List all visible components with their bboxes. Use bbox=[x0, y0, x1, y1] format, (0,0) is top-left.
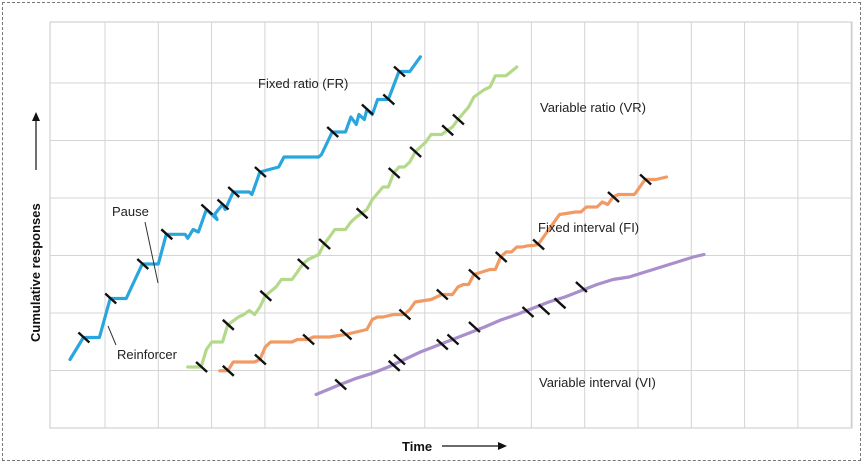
reinforcer-marker bbox=[452, 113, 465, 126]
annotation-reinforcer-leader bbox=[107, 325, 117, 346]
series-label-fixed-interval: Fixed interval (FI) bbox=[538, 220, 639, 235]
reinforcer-marker bbox=[254, 353, 267, 366]
reinforcer-marker bbox=[195, 361, 208, 373]
reinforcer-marker bbox=[339, 328, 353, 341]
reinforcer-marker bbox=[355, 207, 369, 220]
reinforcer-marker bbox=[160, 228, 174, 241]
annotation-pause: Pause bbox=[112, 204, 149, 219]
annotation-pause-leader bbox=[144, 221, 159, 284]
reinforcer-marker-layer bbox=[77, 65, 652, 391]
reinforcer-marker bbox=[446, 333, 460, 346]
reinforcer-marker bbox=[575, 281, 588, 293]
reinforcer-marker bbox=[537, 303, 551, 316]
x-axis-label: Time bbox=[402, 439, 432, 454]
figure-frame bbox=[2, 2, 861, 461]
reinforcer-marker bbox=[382, 93, 396, 106]
reinforcer-marker bbox=[254, 166, 267, 178]
reinforcer-marker bbox=[227, 186, 241, 198]
reinforcer-marker bbox=[136, 258, 150, 270]
series-label-variable-interval: Variable interval (VI) bbox=[539, 375, 656, 390]
chart-grid bbox=[49, 21, 853, 429]
reinforcer-marker bbox=[494, 251, 508, 263]
reinforcer-marker bbox=[221, 318, 235, 331]
reinforcer-marker bbox=[435, 288, 449, 301]
reinforcer-marker bbox=[468, 321, 481, 333]
reinforcer-marker bbox=[318, 238, 331, 250]
annotation-reinforcer: Reinforcer bbox=[117, 347, 178, 362]
reinforcer-marker bbox=[387, 359, 401, 372]
series-line-variable-ratio bbox=[186, 65, 519, 369]
reinforcer-marker bbox=[104, 292, 118, 305]
reinforcer-marker bbox=[393, 353, 406, 366]
reinforcer-marker bbox=[435, 338, 449, 351]
reinforcer-marker bbox=[296, 258, 310, 270]
reinforcer-marker bbox=[387, 167, 401, 179]
y-axis-label: Cumulative responses bbox=[28, 203, 43, 342]
reinforcer-marker bbox=[221, 364, 235, 377]
x-axis-arrow-head bbox=[498, 442, 507, 450]
reinforcer-marker bbox=[216, 198, 230, 211]
reinforcer-marker bbox=[607, 191, 620, 203]
reinforcer-marker bbox=[468, 268, 481, 281]
reinforcer-marker bbox=[532, 238, 545, 251]
reinforcer-marker bbox=[398, 308, 412, 321]
reinforcer-marker bbox=[521, 306, 535, 318]
reinforcer-marker bbox=[639, 173, 652, 186]
reinforcer-marker bbox=[409, 146, 422, 158]
reinforcer-marker bbox=[302, 333, 315, 346]
plot-area bbox=[49, 21, 853, 429]
reinforcer-marker bbox=[441, 124, 455, 137]
reinforcer-marker bbox=[77, 331, 91, 344]
reinforcer-marker bbox=[553, 297, 567, 310]
series-label-fixed-ratio: Fixed ratio (FR) bbox=[258, 76, 348, 91]
y-axis-arrow-head bbox=[32, 112, 40, 121]
reinforcer-marker bbox=[326, 126, 340, 138]
reinforcer-marker bbox=[334, 378, 348, 391]
reinforcer-marker bbox=[393, 65, 406, 78]
series-line-variable-interval bbox=[314, 252, 706, 397]
reinforcer-marker bbox=[200, 203, 214, 216]
reinforcer-marker bbox=[361, 103, 374, 116]
series-label-variable-ratio: Variable ratio (VR) bbox=[540, 100, 646, 115]
reinforcer-marker bbox=[259, 289, 273, 302]
series-line-fixed-ratio bbox=[68, 55, 422, 362]
